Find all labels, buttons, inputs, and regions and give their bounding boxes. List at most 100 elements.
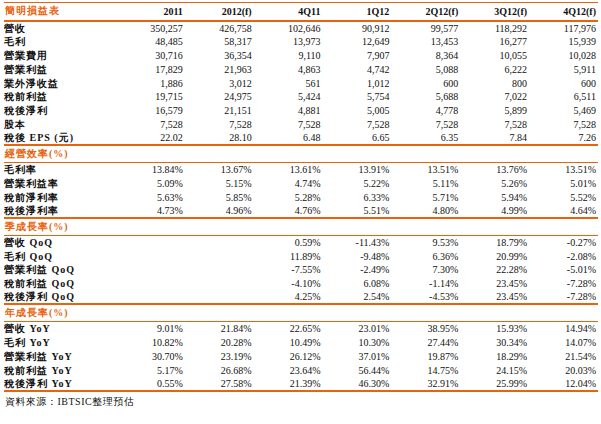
cell-value: -2.08% [529,249,598,263]
cell-value: 4,881 [254,104,323,118]
cell-value: -1.14% [391,277,460,291]
cell-value: 5,688 [391,90,460,104]
cell-value [185,277,254,291]
cell-value: 90,912 [323,21,392,35]
cell-value: 18.79% [460,235,529,249]
row-label: 稅前利益 QoQ [4,277,116,291]
cell-value: 13,453 [391,35,460,49]
cell-value: 4,778 [391,104,460,118]
cell-value: 10,028 [529,49,598,63]
cell-value: 5.85% [185,190,254,204]
section-header: 年成長率(%) [4,304,598,322]
cell-value: 2.54% [323,291,392,305]
table-row: 稅後 EPS (元)22.0228.106.486.656.357.847.26 [4,131,598,145]
cell-value: 25.99% [460,377,529,391]
cell-value: 15,939 [529,35,598,49]
cell-value: 16,277 [460,35,529,49]
table-row: 稅後淨利 YoY0.55%27.58%21.39%46.30%32.91%25.… [4,377,598,391]
cell-value [116,277,185,291]
cell-value: 11.89% [254,249,323,263]
table-row: 毛利 YoY10.82%20.28%10.49%10.30%27.44%30.3… [4,336,598,350]
cell-value: 23.01% [323,322,392,336]
cell-value: 5.15% [185,176,254,190]
cell-value [116,291,185,305]
cell-value: 4.96% [185,204,254,218]
financial-table-body: 簡明損益表20112012(f)4Q111Q122Q12(f)3Q12(f)4Q… [4,3,598,409]
cell-value: 37.01% [323,349,392,363]
cell-value: 21.54% [529,349,598,363]
cell-value: -2.49% [323,263,392,277]
cell-value: 19,715 [116,90,185,104]
row-label: 毛利 YoY [4,336,116,350]
cell-value: 5,469 [529,104,598,118]
row-label: 股本 [4,118,116,132]
source-note: 資料來源：IBTSIC整理預估 [4,391,598,409]
cell-value: 5.51% [323,204,392,218]
cell-value: 5,424 [254,90,323,104]
cell-value: 7,528 [323,118,392,132]
section-header: 經營效率(%) [4,145,598,163]
cell-value: 13.91% [323,163,392,177]
row-label: 業外淨收益 [4,76,116,90]
cell-value: 0.55% [116,377,185,391]
table-header-row: 簡明損益表20112012(f)4Q111Q122Q12(f)3Q12(f)4Q… [4,3,598,22]
cell-value: 102,646 [254,21,323,35]
cell-value: 6.65 [323,131,392,145]
cell-value: 1,012 [323,76,392,90]
cell-value: 9.01% [116,322,185,336]
cell-value: 13.76% [460,163,529,177]
cell-value: 10.30% [323,336,392,350]
cell-value: 12.04% [529,377,598,391]
cell-value: -11.43% [323,235,392,249]
cell-value: 12,649 [323,35,392,49]
cell-value: 7,528 [529,118,598,132]
cell-value: 21.84% [185,322,254,336]
cell-value [116,249,185,263]
table-row: 業外淨收益1,8863,0125611,012600800600 [4,76,598,90]
row-label: 稅後淨利 YoY [4,377,116,391]
cell-value [116,235,185,249]
section-header-row: 年成長率(%) [4,304,598,322]
cell-value: 4,863 [254,62,323,76]
cell-value: 350,257 [116,21,185,35]
cell-value: 561 [254,76,323,90]
cell-value: 7,528 [116,118,185,132]
table-row: 稅前利益 YoY5.17%26.68%23.64%56.44%14.75%24.… [4,363,598,377]
cell-value: 22.28% [460,263,529,277]
cell-value: -7.55% [254,263,323,277]
cell-value: 118,292 [460,21,529,35]
cell-value: -4.53% [391,291,460,305]
table-row: 稅前利益19,71524,9755,4245,7545,6887,0226,51… [4,90,598,104]
cell-value: 32.91% [391,377,460,391]
table-row: 稅前淨利率5.63%5.85%5.28%6.33%5.71%5.94%5.52% [4,190,598,204]
table-row: 營收350,257426,758102,64690,91299,577118,2… [4,21,598,35]
cell-value: 5.52% [529,190,598,204]
cell-value [185,263,254,277]
cell-value: 4.73% [116,204,185,218]
column-header-2q12f: 2Q12(f) [391,3,460,22]
cell-value: 10.49% [254,336,323,350]
cell-value: 28.10 [185,131,254,145]
cell-value: 7,528 [391,118,460,132]
row-label: 稅後淨利率 [4,204,116,218]
row-label: 毛利 QoQ [4,249,116,263]
column-header-2012f: 2012(f) [185,3,254,22]
cell-value: -7.28% [529,277,598,291]
cell-value: 5.01% [529,176,598,190]
cell-value: 27.44% [391,336,460,350]
cell-value: 4.74% [254,176,323,190]
cell-value: 5.63% [116,190,185,204]
cell-value: 13.67% [185,163,254,177]
cell-value: 6.08% [323,277,392,291]
cell-value: 6.33% [323,190,392,204]
cell-value: -7.28% [529,291,598,305]
cell-value: 4.64% [529,204,598,218]
row-label: 營收 [4,21,116,35]
cell-value: 6.36% [391,249,460,263]
table-row: 營業利益 YoY30.70%23.19%26.12%37.01%19.87%18… [4,349,598,363]
cell-value [116,263,185,277]
cell-value: 5.17% [116,363,185,377]
row-label: 營業利益 [4,62,116,76]
cell-value: 13.51% [529,163,598,177]
cell-value: 117,976 [529,21,598,35]
